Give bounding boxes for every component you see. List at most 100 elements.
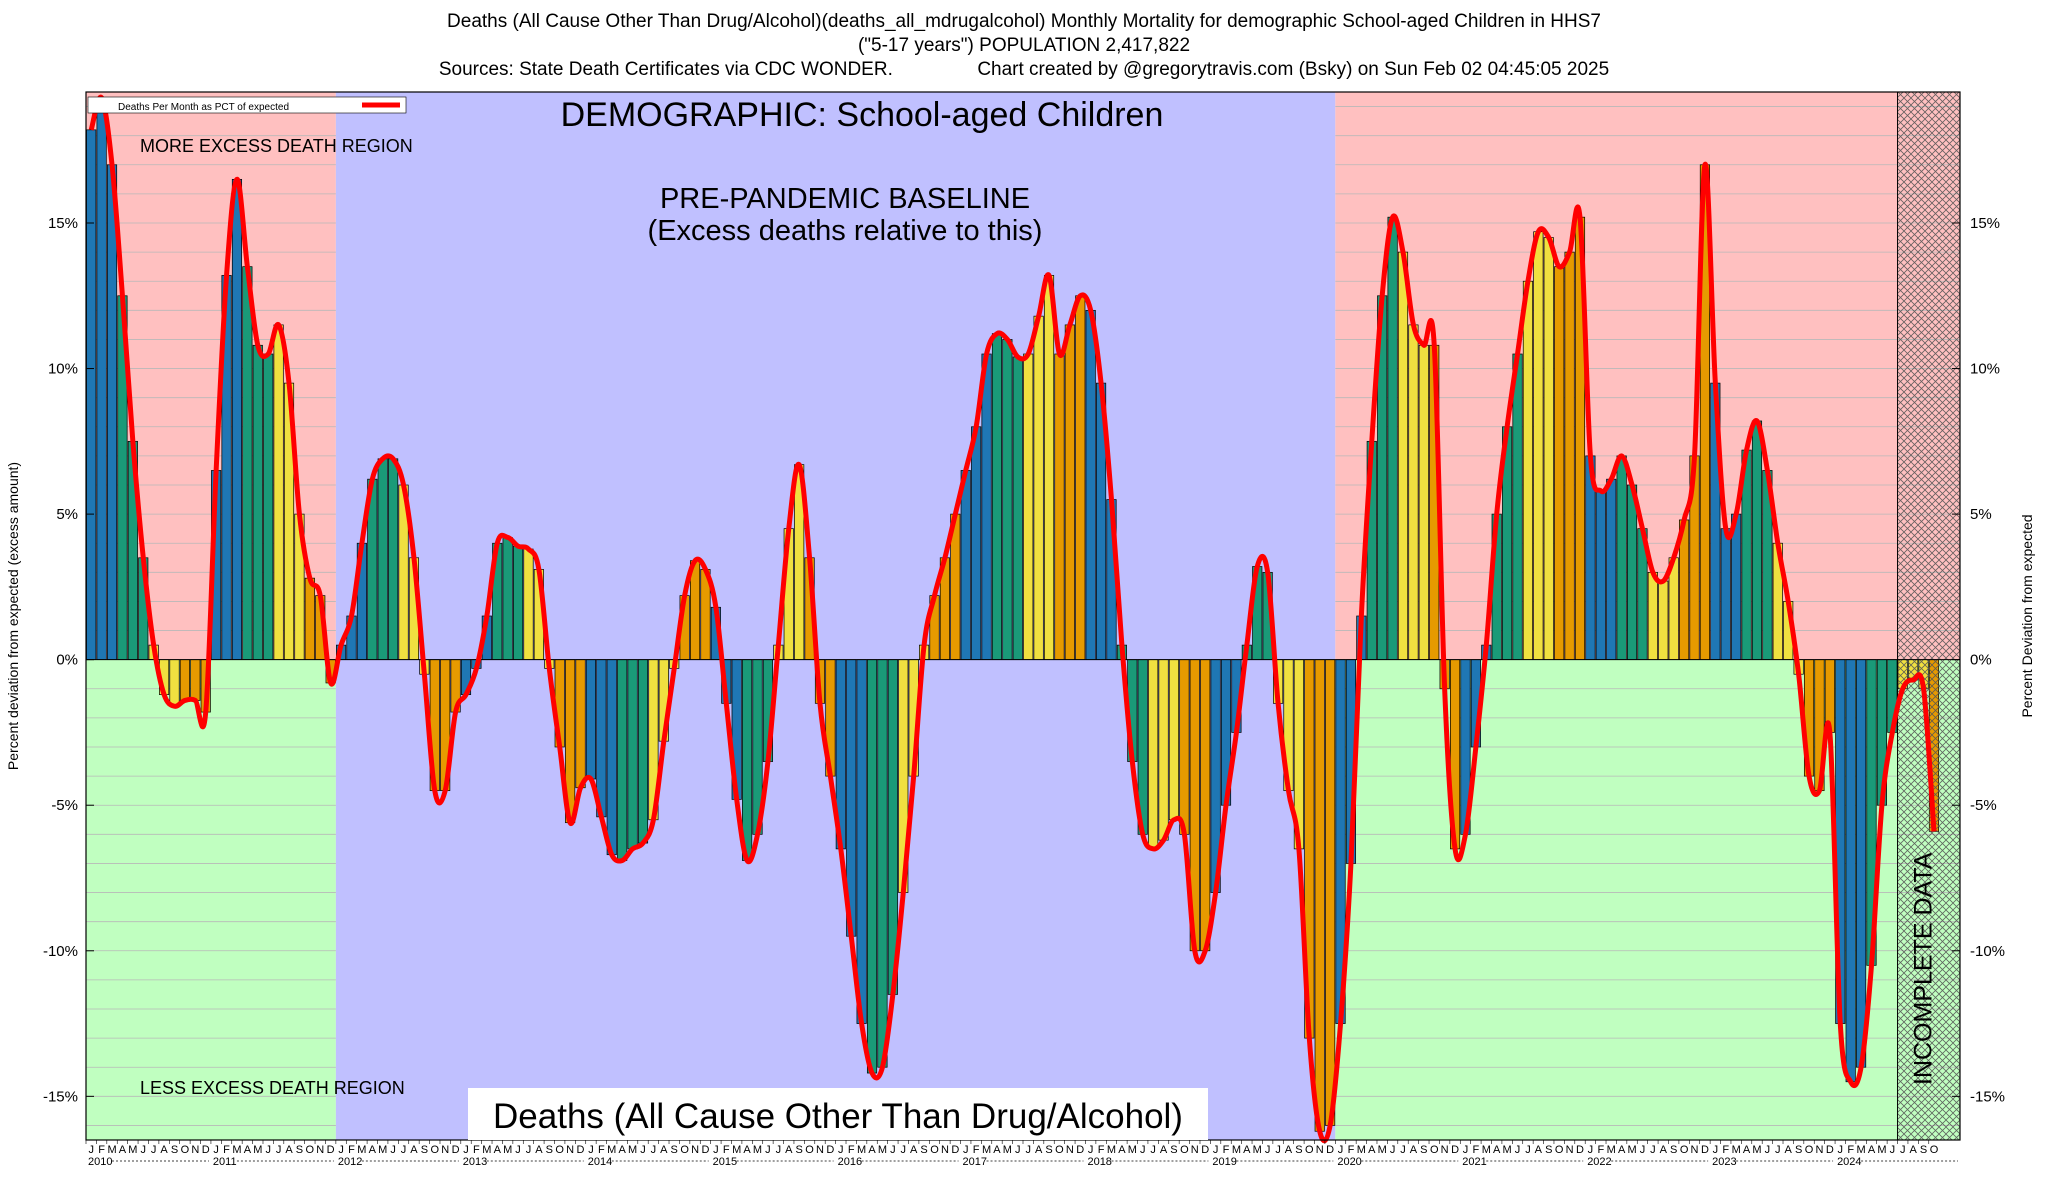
- month-label: S: [1670, 1144, 1677, 1156]
- month-label: N: [1066, 1144, 1074, 1156]
- month-label: F: [1847, 1144, 1854, 1156]
- month-label: M: [253, 1144, 262, 1156]
- month-label: M: [1107, 1144, 1116, 1156]
- year-label: 2012: [338, 1156, 362, 1168]
- legend-box: [87, 96, 407, 114]
- right-y-ticks: -15% -10% -5% 0% 5% 10% 15% Percent Deviation f…: [1952, 215, 2035, 1105]
- month-label: A: [1410, 1144, 1418, 1156]
- month-label: N: [1191, 1144, 1199, 1156]
- year-label: 2010: [88, 1156, 112, 1168]
- bar: [1085, 309, 1096, 661]
- month-label: O: [555, 1144, 564, 1156]
- month-label: S: [1545, 1144, 1552, 1156]
- year-label: 2018: [1087, 1156, 1111, 1168]
- bar: [1179, 659, 1190, 835]
- year-label: 2019: [1212, 1156, 1236, 1168]
- month-label: J: [1150, 1144, 1156, 1156]
- month-label: A: [410, 1144, 418, 1156]
- bar: [304, 577, 315, 661]
- less-excess-region-right: [1335, 659, 1960, 1140]
- year-label: 2024: [1837, 1156, 1861, 1168]
- month-label: M: [1003, 1144, 1012, 1156]
- title-line-3: Sources: State Death Certificates via CD…: [438, 59, 1610, 80]
- month-label: O: [1555, 1144, 1564, 1156]
- month-label: S: [1170, 1144, 1177, 1156]
- month-label: J: [88, 1144, 94, 1156]
- month-label: D: [1576, 1144, 1584, 1156]
- month-label: O: [1430, 1144, 1439, 1156]
- month-label: M: [107, 1144, 116, 1156]
- demographic-label: DEMOGRAPHIC: School-aged Children: [561, 96, 1164, 134]
- month-label: A: [244, 1144, 252, 1156]
- month-label: M: [482, 1144, 491, 1156]
- month-label: F: [223, 1144, 230, 1156]
- less-excess-region-left: [86, 659, 336, 1140]
- month-label: M: [503, 1144, 512, 1156]
- month-label: N: [1566, 1144, 1574, 1156]
- bar: [169, 659, 180, 707]
- month-label: S: [1795, 1144, 1802, 1156]
- y-tick-label-right: 15%: [1970, 215, 2000, 232]
- year-label: 2017: [963, 1156, 987, 1168]
- year-label: 2011: [213, 1156, 237, 1168]
- more-excess-label: MORE EXCESS DEATH REGION: [140, 136, 413, 156]
- year-label: 2022: [1587, 1156, 1611, 1168]
- bar: [606, 659, 617, 856]
- incomplete-data-label: INCOMPLETE DATA: [1910, 852, 1938, 1085]
- month-label: M: [628, 1144, 637, 1156]
- month-label: J: [1900, 1144, 1906, 1156]
- bar: [617, 659, 628, 861]
- month-label: M: [1253, 1144, 1262, 1156]
- month-label: N: [316, 1144, 324, 1156]
- baseline-label-line2: (Excess deaths relative to this): [648, 215, 1043, 247]
- month-label: M: [378, 1144, 387, 1156]
- month-label: A: [1368, 1144, 1376, 1156]
- month-label: J: [1088, 1144, 1094, 1156]
- month-label: S: [1920, 1144, 1927, 1156]
- y-tick-label-right: -10%: [1970, 943, 2005, 960]
- bar: [252, 344, 263, 661]
- month-label: F: [598, 1144, 605, 1156]
- month-label: A: [868, 1144, 876, 1156]
- month-label: S: [1420, 1144, 1427, 1156]
- month-label: M: [1857, 1144, 1866, 1156]
- bar: [1064, 324, 1075, 661]
- bar: [1554, 266, 1565, 661]
- bar: [1606, 478, 1617, 661]
- month-label: A: [535, 1144, 543, 1156]
- bar: [1845, 659, 1856, 1083]
- month-label: N: [1691, 1144, 1699, 1156]
- month-label: M: [753, 1144, 762, 1156]
- month-label: J: [1213, 1144, 1219, 1156]
- month-label: J: [963, 1144, 969, 1156]
- month-label: J: [401, 1144, 407, 1156]
- left-y-ticks: -15% -10% -5% 0% 5% 10% 15% Percent deviation f…: [5, 215, 94, 1105]
- bar: [1158, 659, 1169, 841]
- month-label: O: [1055, 1144, 1064, 1156]
- month-label: A: [910, 1144, 918, 1156]
- month-label: O: [680, 1144, 689, 1156]
- month-label: D: [1701, 1144, 1709, 1156]
- month-label: M: [1877, 1144, 1886, 1156]
- month-label: A: [743, 1144, 751, 1156]
- y-tick-label-right: 5%: [1970, 506, 1992, 523]
- y-tick-label-left: -10%: [43, 943, 78, 960]
- month-label: A: [1285, 1144, 1293, 1156]
- month-label: N: [1316, 1144, 1324, 1156]
- month-label: J: [1640, 1144, 1646, 1156]
- month-label: N: [941, 1144, 949, 1156]
- bar: [1408, 324, 1419, 661]
- bar: [1647, 571, 1658, 661]
- bar: [377, 458, 388, 661]
- month-label: J: [1890, 1144, 1896, 1156]
- month-label: A: [1868, 1144, 1876, 1156]
- month-label: J: [463, 1144, 469, 1156]
- bar: [1033, 315, 1044, 661]
- month-label: M: [232, 1144, 241, 1156]
- bar: [1595, 490, 1606, 661]
- month-label: J: [1765, 1144, 1771, 1156]
- month-label: F: [723, 1144, 730, 1156]
- incomplete-hatch: [1897, 92, 1960, 1140]
- y-tick-label-left: 15%: [48, 215, 78, 232]
- year-label: 2023: [1712, 1156, 1736, 1168]
